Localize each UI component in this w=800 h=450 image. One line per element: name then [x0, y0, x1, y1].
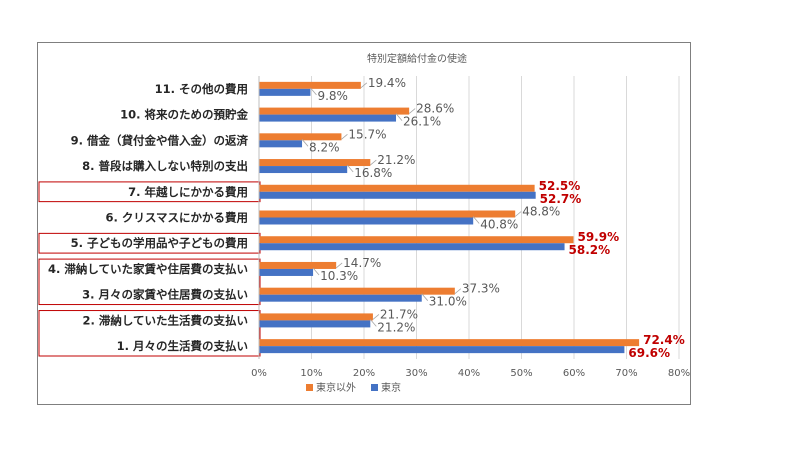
highlight-box — [38, 258, 261, 306]
category-label: 9. 借金（貸付金や借入金）の返済 — [71, 133, 249, 147]
highlight-box — [38, 310, 261, 357]
data-label: 21.2% — [377, 320, 415, 334]
legend-label: 東京 — [381, 381, 401, 394]
data-label-leader — [454, 288, 462, 294]
data-label: 21.2% — [377, 153, 415, 167]
bar-tokyo — [259, 140, 303, 148]
data-label: 58.2% — [569, 243, 611, 257]
data-label-leader — [346, 164, 354, 173]
data-label: 9.8% — [317, 89, 348, 103]
data-label-leader — [312, 267, 320, 276]
category-label: 7. 年越しにかかる費用 — [128, 185, 248, 199]
chart-svg: 特別定額給付金の使途 0% 10% 20% 30% 40% 50% 60% 70% 80% 11. … — [38, 52, 690, 394]
bar-tokyo-igai — [259, 81, 361, 89]
data-label-leader — [370, 159, 377, 166]
data-label-leader — [408, 108, 416, 114]
data-label-leader — [421, 293, 429, 301]
data-label-leader — [514, 211, 522, 217]
bar-tokyo — [259, 217, 474, 225]
legend-label: 東京以外 — [316, 381, 356, 394]
legend-swatch — [371, 384, 378, 391]
data-label: 37.3% — [462, 282, 500, 296]
data-label-leader — [372, 314, 380, 320]
data-label: 10.3% — [320, 269, 358, 283]
data-label-leader — [472, 216, 480, 224]
bar-tokyo — [259, 294, 422, 302]
bar-tokyo-igai — [259, 184, 535, 192]
bar-tokyo-igai — [259, 133, 342, 141]
data-label: 59.9% — [577, 230, 619, 244]
data-label: 21.7% — [380, 307, 418, 321]
bar-tokyo — [259, 268, 314, 276]
legend-swatch — [306, 384, 313, 391]
bar-tokyo-igai — [259, 339, 640, 347]
bar-tokyo-igai — [259, 107, 410, 115]
category-label: 8. 普段は購入しない特別の支出 — [82, 159, 248, 173]
data-label: 72.4% — [643, 333, 685, 347]
x-tick-label: 70% — [615, 368, 637, 379]
category-label: 10. 将来のための預貯金 — [120, 108, 248, 122]
x-tick-label: 60% — [563, 368, 585, 379]
data-label-leader — [360, 82, 368, 89]
category-label: 6. クリスマスにかかる費用 — [105, 211, 248, 225]
data-label: 19.4% — [368, 76, 406, 90]
bar-tokyo — [259, 243, 565, 251]
data-label: 15.7% — [348, 127, 386, 141]
bar-tokyo-igai — [259, 210, 516, 218]
category-label: 1. 月々の生活費の支払い — [117, 339, 248, 353]
data-label: 28.6% — [416, 102, 454, 116]
x-tick-label: 0% — [251, 368, 267, 379]
x-tick-label: 20% — [353, 368, 375, 379]
x-tick-label: 80% — [668, 368, 690, 379]
data-label: 14.7% — [343, 256, 381, 270]
data-label-leader — [369, 319, 377, 327]
category-label: 2. 滞納していた生活費の支払い — [82, 313, 248, 327]
data-label: 69.6% — [628, 346, 670, 360]
category-label: 5. 子どもの学用品や子どもの費用 — [71, 236, 248, 250]
bar-tokyo-igai — [259, 159, 371, 167]
data-label-leader — [310, 87, 317, 96]
data-label: 16.8% — [354, 166, 392, 180]
bar-tokyo — [259, 114, 397, 122]
bar-tokyo — [259, 346, 625, 354]
category-label: 4. 滞納していた家賃や住居費の支払い — [48, 262, 248, 276]
data-label: 31.0% — [429, 295, 467, 309]
bar-tokyo-igai — [259, 313, 373, 321]
bar-tokyo-igai — [259, 236, 574, 244]
data-label-leader — [301, 139, 309, 147]
chart-title: 特別定額給付金の使途 — [367, 52, 467, 65]
data-label: 52.7% — [540, 192, 582, 206]
x-tick-label: 50% — [510, 368, 532, 379]
bar-tokyo — [259, 191, 536, 199]
bar-tokyo — [259, 320, 371, 328]
x-tick-label: 10% — [300, 368, 322, 379]
data-label: 26.1% — [403, 115, 441, 129]
x-tick-label: 40% — [458, 368, 480, 379]
category-label: 11. その他の費用 — [155, 82, 248, 96]
bar-tokyo — [259, 88, 311, 96]
bar-tokyo-igai — [259, 287, 455, 295]
bar-tokyo-igai — [259, 261, 337, 269]
data-label: 40.8% — [480, 218, 518, 232]
chart-frame: 特別定額給付金の使途 0% 10% 20% 30% 40% 50% 60% 70% 80% 11. … — [37, 42, 691, 405]
data-label-leader — [341, 134, 348, 140]
bar-tokyo — [259, 166, 348, 174]
data-label: 8.2% — [309, 140, 340, 154]
category-label: 3. 月々の家賃や住居費の支払い — [82, 288, 248, 302]
data-label-leader — [335, 262, 343, 269]
data-label-leader — [395, 113, 403, 121]
data-label: 52.5% — [539, 179, 581, 193]
x-tick-label: 30% — [405, 368, 427, 379]
data-label: 48.8% — [522, 205, 560, 219]
